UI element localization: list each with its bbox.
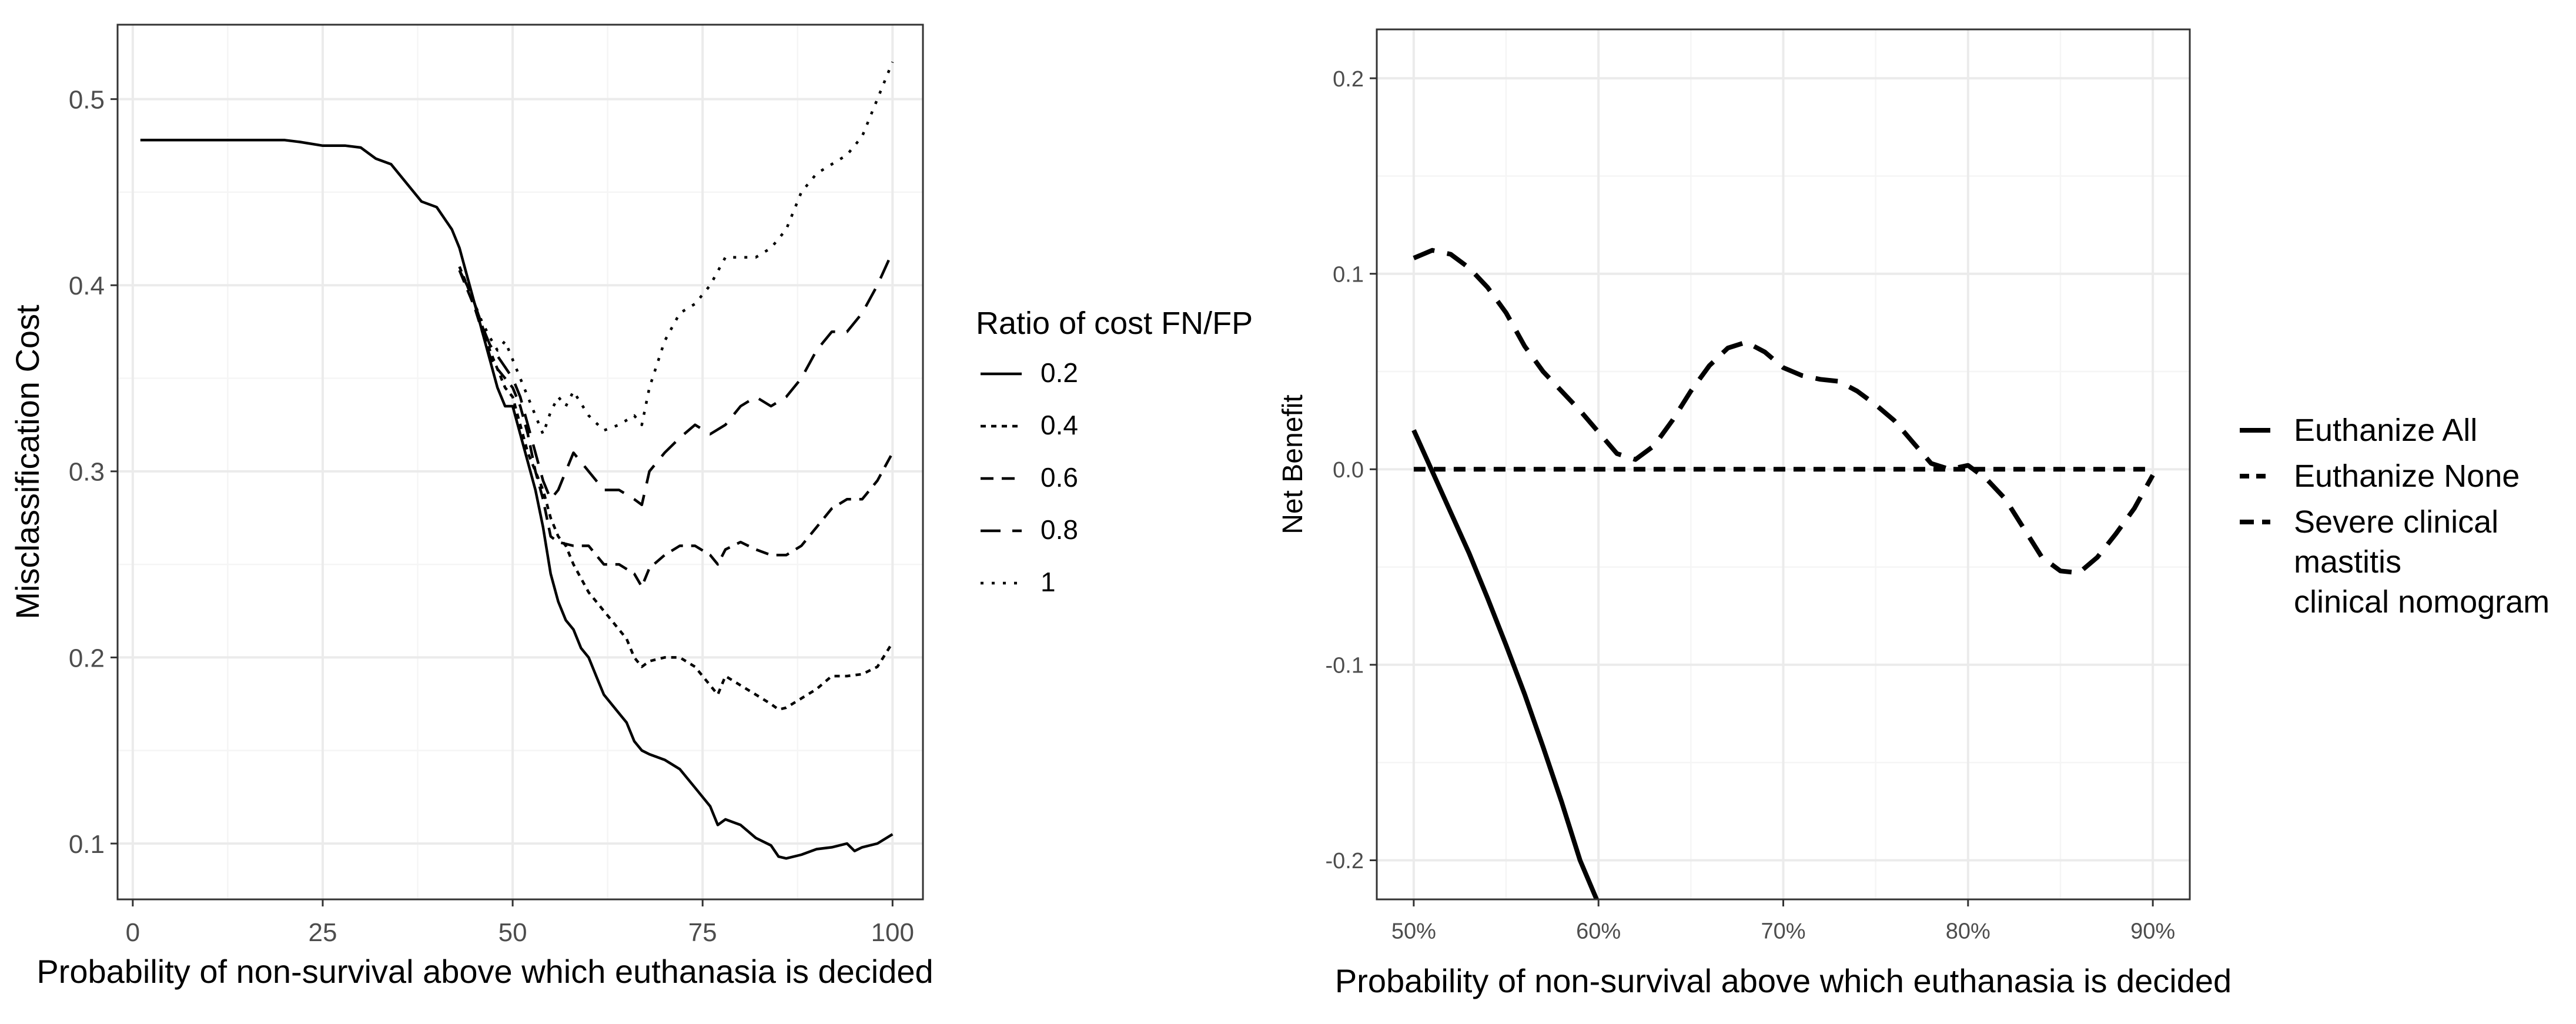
x-tick-label: 75: [688, 918, 717, 947]
series-line-euthanize-all: [1411, 429, 1599, 899]
y-tick-label: 0.1: [1333, 262, 1364, 287]
legend-label: 0.2: [1041, 357, 1078, 388]
y-tick-label: 0.0: [1333, 458, 1364, 483]
grid: [1377, 29, 2190, 899]
x-axis-label: Probability of non-survival above which …: [1335, 962, 2232, 999]
x-tick-label: 0: [126, 918, 140, 947]
x-tick-label: 90%: [2130, 919, 2175, 944]
series-line-0-8: [458, 251, 894, 507]
x-tick-label: 80%: [1946, 919, 1990, 944]
y-axis-ticks: 0.1 0.2 0.3 0.4 0.5: [69, 85, 118, 859]
x-axis-label: Probability of non-survival above which …: [36, 953, 933, 990]
series-line-severe-clinical: [1413, 247, 2155, 575]
legend-label: Euthanize None: [2294, 459, 2520, 494]
legend-title: Ratio of cost FN/FP: [976, 306, 1253, 341]
panel-border: [116, 24, 924, 901]
x-tick-label: 25: [308, 918, 337, 947]
x-tick-label: 70%: [1761, 919, 1805, 944]
x-tick-label: 60%: [1576, 919, 1621, 944]
legend-label: 0.8: [1041, 514, 1078, 545]
net-benefit-chart: 50% 60% 70% 80% 90% -0.2 -0.1 0.0 0.1 0.2 Probab…: [1277, 28, 2550, 999]
x-axis-ticks: 50% 60% 70% 80% 90%: [1391, 899, 2175, 944]
legend-label: Severe clinical mastitis clinical nomogram: [2294, 504, 2550, 620]
legend-label: 0.6: [1041, 462, 1078, 493]
legend-label: Euthanize All: [2294, 413, 2477, 448]
x-tick-label: 100: [871, 918, 914, 947]
y-tick-label: -0.2: [1326, 849, 1364, 874]
y-tick-label: -0.1: [1326, 654, 1364, 678]
series-group: [140, 61, 894, 860]
y-tick-label: 0.4: [69, 272, 105, 300]
legend: Ratio of cost FN/FP 0.2 0.4 0.6 0.8 1: [976, 306, 1253, 597]
y-axis-label: Misclassification Cost: [9, 304, 46, 620]
x-tick-label: 50: [499, 918, 527, 947]
y-axis-label: Net Benefit: [1277, 394, 1309, 534]
misclassification-cost-chart: 0 25 50 75 100 0.1 0.2 0.3 0.4 0.5 Probability o…: [9, 24, 1253, 990]
y-tick-label: 0.5: [69, 85, 105, 114]
grid: [118, 25, 923, 899]
series-line-0-2: [140, 139, 894, 860]
legend-label: 0.4: [1041, 410, 1078, 440]
y-tick-label: 0.3: [69, 458, 105, 487]
y-axis-ticks: -0.2 -0.1 0.0 0.1 0.2: [1326, 67, 1377, 874]
y-tick-label: 0.1: [69, 830, 105, 859]
y-tick-label: 0.2: [69, 644, 105, 672]
x-tick-label: 50%: [1391, 919, 1436, 944]
series-line-0-6: [458, 270, 894, 588]
series-group: [1411, 247, 2155, 899]
legend: Euthanize All Euthanize None Severe clinic…: [2240, 413, 2550, 620]
x-axis-ticks: 0 25 50 75 100: [126, 899, 914, 947]
y-tick-label: 0.2: [1333, 67, 1364, 92]
series-line-1: [458, 61, 894, 436]
series-line-0-4: [458, 266, 894, 711]
legend-label: 1: [1041, 567, 1056, 597]
